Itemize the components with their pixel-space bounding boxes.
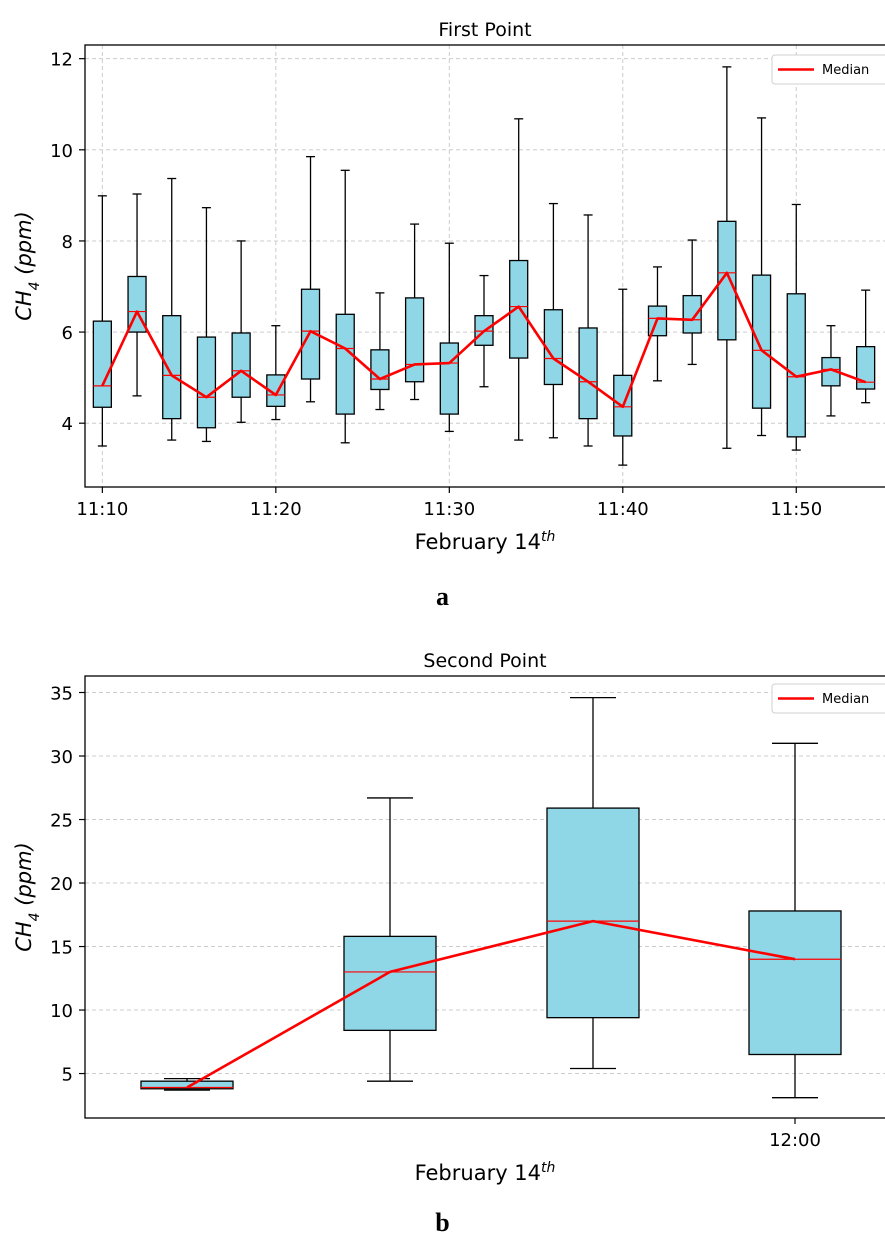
box-iqr — [140, 1080, 234, 1090]
box-iqr — [751, 274, 772, 409]
panel-a-legend-label: Median — [822, 63, 869, 78]
box-iqr — [509, 259, 529, 359]
box-iqr — [343, 935, 437, 1032]
y-tick-label: 8 — [62, 232, 73, 253]
y-tick-label: 25 — [50, 811, 73, 832]
panel-b-x-ticks: 12:00 — [769, 1118, 821, 1151]
box-iqr — [546, 807, 640, 1019]
panel-b-y-axis-label: CH4 (ppm) — [12, 842, 43, 952]
panel-a-chart: 4 6 8 10 12 11:10 11:20 11:30 11:40 11:50 First … — [12, 19, 885, 554]
panel-b-sublabel: b — [435, 1208, 450, 1237]
box — [196, 207, 217, 443]
box-iqr — [370, 349, 390, 391]
box-iqr — [856, 346, 876, 390]
x-tick-label: 11:20 — [250, 499, 302, 520]
panel-a-y-ticks: 4 6 8 10 12 — [50, 50, 85, 435]
box — [370, 292, 390, 411]
y-tick-label: 10 — [50, 141, 73, 162]
box-iqr — [162, 315, 182, 420]
panel-a-y-axis-label: CH4 (ppm) — [12, 211, 43, 321]
median-series-line — [186, 919, 796, 1089]
box — [717, 66, 737, 449]
y-tick-label: 12 — [50, 50, 73, 71]
box-iqr — [439, 342, 459, 415]
box — [300, 155, 321, 403]
box — [343, 797, 437, 1082]
panel-b-x-axis-label: February 14th — [415, 1160, 556, 1185]
x-tick-label: 11:30 — [423, 499, 475, 520]
x-tick-label: 12:00 — [769, 1130, 821, 1151]
panel-a-median-line — [101, 271, 867, 409]
box — [682, 239, 702, 366]
box — [786, 203, 806, 451]
box — [127, 193, 147, 397]
y-tick-label: 4 — [62, 414, 73, 435]
panel-b-boxes — [140, 696, 842, 1099]
box — [751, 117, 772, 437]
box — [404, 223, 425, 401]
panel-a-x-ticks: 11:10 11:20 11:30 11:40 11:50 — [76, 487, 822, 520]
box — [162, 177, 182, 441]
box — [231, 240, 251, 423]
box-iqr — [786, 293, 806, 438]
panel-b-y-ticks: 5 10 15 20 25 30 35 — [50, 684, 85, 1086]
box — [140, 1077, 234, 1091]
panel-b-legend-label: Median — [822, 692, 869, 707]
panel-b-legend: Median — [771, 683, 885, 714]
box — [613, 288, 633, 466]
panel-a-title: First Point — [438, 19, 531, 41]
panel-b-title: Second Point — [423, 650, 546, 672]
box — [546, 696, 640, 1070]
x-tick-label: 11:50 — [770, 499, 822, 520]
panel-a-sublabel: a — [436, 582, 449, 611]
panel-b-median-line — [186, 919, 796, 1089]
box-iqr — [335, 313, 355, 415]
y-tick-label: 20 — [50, 874, 73, 895]
panel-b-plot-frame — [84, 675, 885, 1119]
box — [509, 118, 529, 441]
panel-b-legend-frame — [771, 683, 885, 714]
panel-a-plot-frame — [84, 44, 885, 488]
box-iqr — [300, 288, 321, 380]
box — [748, 742, 842, 1099]
box-iqr — [92, 320, 112, 408]
panel-a-x-axis-label: February 14th — [415, 529, 556, 554]
y-tick-label: 30 — [50, 747, 73, 768]
box-iqr — [404, 297, 425, 383]
box-iqr — [578, 327, 598, 420]
box-iqr — [748, 910, 842, 1056]
panel-a-legend-frame — [771, 54, 885, 85]
x-tick-label: 11:10 — [76, 499, 128, 520]
box — [92, 195, 112, 447]
box — [335, 169, 355, 444]
y-tick-label: 5 — [62, 1065, 73, 1086]
y-tick-label: 35 — [50, 684, 73, 705]
box-iqr — [266, 374, 286, 407]
panel-b-chart: 5 10 15 20 25 30 35 12:00 Second Point Februar… — [12, 650, 885, 1185]
box — [578, 214, 598, 447]
box — [266, 325, 286, 421]
panel-a-boxes — [92, 66, 876, 466]
box-iqr — [682, 294, 702, 334]
y-tick-label: 6 — [62, 323, 73, 344]
median-series-line — [101, 271, 867, 409]
box — [647, 266, 668, 382]
box — [856, 289, 876, 404]
y-tick-label: 10 — [50, 1001, 73, 1022]
box-iqr — [196, 336, 217, 429]
panel-a-legend: Median — [771, 54, 885, 85]
box-iqr — [231, 332, 251, 398]
box — [543, 202, 564, 439]
box — [439, 242, 459, 433]
x-tick-label: 11:40 — [597, 499, 649, 520]
box-iqr — [717, 220, 737, 341]
y-tick-label: 15 — [50, 938, 73, 959]
